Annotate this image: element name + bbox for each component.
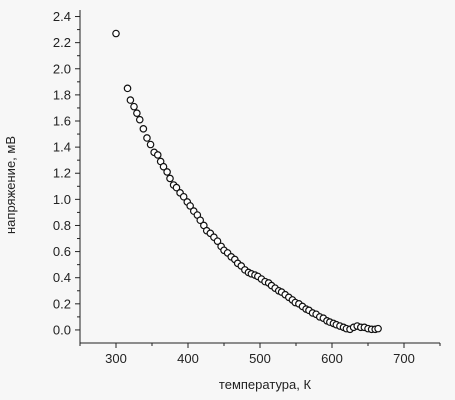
data-point bbox=[163, 168, 171, 176]
data-point bbox=[112, 29, 120, 38]
x-tick-label: 500 bbox=[249, 351, 271, 366]
y-tick-label: 1.0 bbox=[53, 192, 71, 207]
data-point bbox=[213, 237, 222, 245]
y-axis-label: напряжение, мВ bbox=[3, 136, 18, 234]
data-point bbox=[179, 192, 188, 201]
y-tick-label: 0.4 bbox=[53, 270, 71, 285]
data-point bbox=[143, 134, 151, 142]
data-point bbox=[172, 183, 181, 192]
data-point bbox=[126, 96, 135, 104]
y-tick-label: 0.0 bbox=[53, 322, 71, 337]
x-tick-label: 700 bbox=[393, 351, 415, 366]
x-axis-label: температура, К bbox=[219, 377, 312, 392]
data-point bbox=[133, 109, 141, 117]
data-point bbox=[130, 102, 138, 111]
y-tick-label: 0.8 bbox=[53, 218, 71, 233]
data-points bbox=[112, 29, 382, 334]
data-point bbox=[374, 324, 382, 333]
y-tick-label: 2.2 bbox=[53, 35, 71, 50]
y-tick-label: 1.6 bbox=[53, 114, 71, 129]
y-tick-label: 2.4 bbox=[53, 9, 71, 24]
x-tick-label: 600 bbox=[321, 351, 343, 366]
data-point bbox=[166, 174, 174, 183]
y-tick-label: 1.4 bbox=[53, 140, 71, 155]
data-point bbox=[146, 140, 155, 149]
data-point bbox=[196, 216, 205, 225]
x-tick-label: 400 bbox=[177, 351, 199, 366]
y-tick-label: 0.6 bbox=[53, 244, 71, 259]
data-point bbox=[159, 162, 168, 171]
data-point bbox=[186, 202, 194, 210]
data-point bbox=[135, 115, 144, 124]
y-tick-label: 2.0 bbox=[53, 61, 71, 76]
y-tick-label: 1.2 bbox=[53, 166, 71, 181]
data-point bbox=[139, 125, 148, 133]
axes bbox=[79, 10, 440, 344]
x-tick-label: 300 bbox=[105, 351, 127, 366]
y-tick-label: 0.2 bbox=[53, 296, 71, 311]
y-tick-label: 1.8 bbox=[53, 87, 71, 102]
data-point bbox=[153, 151, 162, 159]
data-point bbox=[123, 84, 132, 93]
ticks: 0.0 0.2 0.4 0.6 0.8 1.0 1.2 1.4 1.6 1.8 2.0 2.2 2.4 3… bbox=[53, 9, 441, 366]
